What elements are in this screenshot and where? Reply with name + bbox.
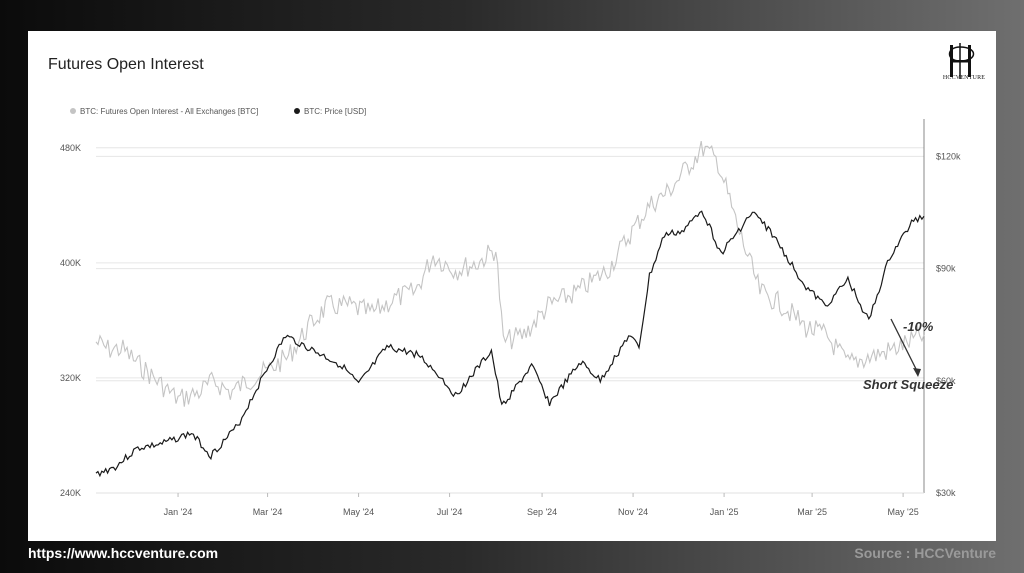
annotation-arrowhead	[913, 368, 921, 377]
legend-label-price: BTC: Price [USD]	[304, 107, 366, 116]
legend: BTC: Futures Open Interest - All Exchang…	[70, 107, 366, 116]
legend-marker-open-interest	[70, 108, 76, 114]
y-left-tick-label: 400K	[60, 258, 81, 268]
price-line	[95, 210, 925, 478]
axes: 240K 320K 400K 480K $30k $60k $90k $120k Jan '24…	[60, 119, 961, 517]
y-left-tick-label: 480K	[60, 143, 81, 153]
chart-title: Futures Open Interest	[48, 56, 204, 73]
y-right-tick-label: $30k	[936, 488, 956, 498]
x-tick-label: May '24	[343, 507, 374, 517]
chart-card: Futures Open Interest HCCVENTURE BTC: Fu…	[28, 31, 996, 541]
y-left-tick-label: 320K	[60, 373, 81, 383]
footer-source: Source : HCCVenture	[854, 545, 996, 561]
legend-label-open-interest: BTC: Futures Open Interest - All Exchang…	[80, 107, 258, 116]
logo-wordmark: HCCVENTURE	[942, 75, 986, 81]
footer-url[interactable]: https://www.hccventure.com	[28, 545, 219, 561]
annotation-arrow-line	[890, 318, 919, 374]
x-tick-label: Mar '25	[797, 507, 827, 517]
annotations: -10% Short Squeeze	[863, 318, 953, 392]
chart-canvas: BTC: Futures Open Interest - All Exchang…	[60, 107, 961, 517]
legend-marker-price	[294, 108, 300, 114]
x-tick-label: Nov '24	[618, 507, 648, 517]
hcc-logo-icon	[948, 43, 975, 79]
x-tick-label: Mar '24	[253, 507, 283, 517]
series-group	[95, 140, 925, 478]
y-right-tick-label: $90k	[936, 264, 956, 274]
annotation-short-squeeze: Short Squeeze	[863, 377, 953, 392]
open-interest-line	[95, 140, 925, 407]
x-tick-label: Jul '24	[437, 507, 463, 517]
x-tick-label: Jan '24	[164, 507, 193, 517]
annotation-drop-pct: -10%	[903, 319, 934, 334]
x-tick-label: Sep '24	[527, 507, 557, 517]
y-right-tick-label: $120k	[936, 151, 961, 161]
y-left-tick-label: 240K	[60, 488, 81, 498]
x-tick-label: May '25	[887, 507, 918, 517]
x-tick-label: Jan '25	[710, 507, 739, 517]
y-right-tick-label: $60k	[936, 376, 956, 386]
